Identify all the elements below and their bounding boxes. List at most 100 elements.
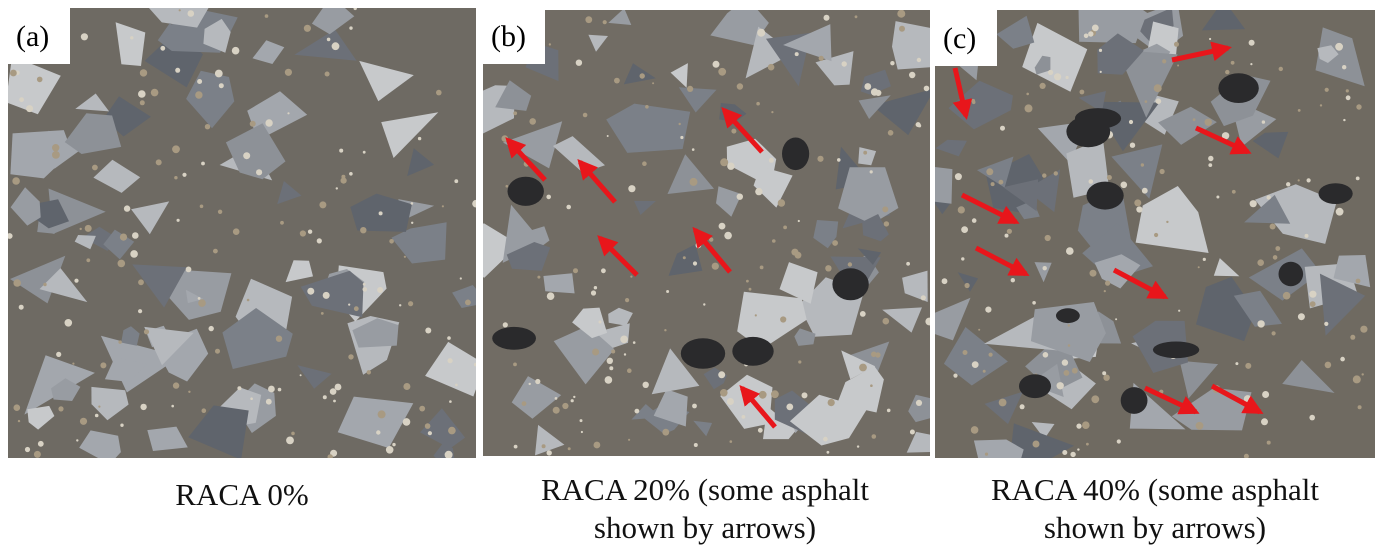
fine-aggregate: [1174, 42, 1179, 47]
fine-aggregate: [694, 443, 698, 447]
fine-aggregate: [1208, 163, 1212, 167]
fine-aggregate: [1325, 362, 1332, 369]
fine-aggregate: [1356, 177, 1360, 181]
fine-aggregate: [160, 46, 165, 51]
fine-aggregate: [1070, 452, 1075, 457]
fine-aggregate: [265, 14, 269, 18]
fine-aggregate: [1141, 163, 1144, 166]
fine-aggregate: [1007, 229, 1012, 234]
fine-aggregate: [124, 205, 130, 211]
fine-aggregate: [625, 298, 629, 302]
asphalt-particle: [1218, 73, 1258, 103]
fine-aggregate: [179, 9, 181, 11]
fine-aggregate: [425, 328, 431, 334]
fine-aggregate: [583, 113, 588, 118]
fine-aggregate: [86, 258, 90, 262]
fine-aggregate: [144, 329, 149, 334]
fine-aggregate: [1178, 310, 1180, 312]
fine-aggregate: [713, 61, 720, 68]
fine-aggregate: [924, 86, 930, 92]
fine-aggregate: [872, 434, 877, 439]
fine-aggregate: [585, 16, 592, 23]
fine-aggregate: [628, 185, 635, 192]
fine-aggregate: [759, 391, 767, 399]
fine-aggregate: [871, 352, 877, 358]
fine-aggregate: [1273, 255, 1278, 260]
fine-aggregate: [265, 119, 272, 126]
fine-aggregate: [890, 61, 894, 65]
fine-aggregate: [1100, 71, 1102, 73]
fine-aggregate: [177, 219, 180, 222]
fine-aggregate: [549, 43, 551, 45]
fine-aggregate: [568, 447, 571, 450]
fine-aggregate: [1020, 404, 1025, 409]
fine-aggregate: [213, 249, 218, 254]
fine-aggregate: [58, 406, 63, 411]
fine-aggregate: [679, 123, 681, 125]
fine-aggregate: [266, 399, 272, 405]
fine-aggregate: [1072, 368, 1078, 374]
fine-aggregate: [737, 194, 743, 200]
caption: RACA 40% (some asphalt: [991, 472, 1319, 507]
fine-aggregate: [553, 407, 560, 414]
fine-aggregate: [837, 158, 841, 162]
fine-aggregate: [633, 341, 636, 344]
asphalt-particle: [1319, 183, 1353, 204]
fine-aggregate: [842, 61, 847, 66]
fine-aggregate: [367, 370, 371, 374]
fine-aggregate: [942, 278, 948, 284]
fine-aggregate: [771, 111, 773, 113]
fine-aggregate: [643, 382, 649, 388]
fine-aggregate: [802, 392, 808, 398]
fine-aggregate: [758, 428, 763, 433]
fine-aggregate: [280, 221, 284, 225]
fine-aggregate: [958, 206, 965, 213]
fine-aggregate: [202, 408, 207, 413]
fine-aggregate: [825, 265, 831, 271]
fine-aggregate: [1040, 83, 1046, 89]
fine-aggregate: [906, 262, 910, 266]
fine-aggregate: [1298, 179, 1300, 181]
asphalt-particle: [1087, 182, 1124, 210]
fine-aggregate: [620, 336, 628, 344]
fine-aggregate: [1099, 49, 1102, 52]
fine-aggregate: [418, 137, 421, 140]
fine-aggregate: [132, 232, 139, 239]
fine-aggregate: [547, 292, 555, 300]
fine-aggregate: [460, 277, 462, 279]
fine-aggregate: [1091, 395, 1099, 403]
fine-aggregate: [474, 363, 478, 367]
fine-aggregate: [376, 430, 380, 434]
fine-aggregate: [635, 409, 640, 414]
fine-aggregate: [1134, 199, 1141, 206]
fine-aggregate: [37, 77, 43, 83]
fine-aggregate: [1177, 65, 1179, 67]
fine-aggregate: [1346, 95, 1351, 100]
fine-aggregate: [360, 227, 366, 233]
fine-aggregate: [562, 403, 568, 409]
fine-aggregate: [746, 280, 749, 283]
fine-aggregate: [140, 100, 145, 105]
fine-aggregate: [175, 68, 180, 73]
fine-aggregate: [921, 295, 926, 300]
fine-aggregate: [884, 221, 889, 226]
fine-aggregate: [855, 15, 858, 18]
fine-aggregate: [465, 300, 471, 306]
fine-aggregate: [81, 33, 88, 40]
fine-aggregate: [870, 384, 873, 387]
fine-aggregate: [172, 145, 180, 153]
fine-aggregate: [1054, 171, 1058, 175]
fine-aggregate: [712, 263, 719, 270]
fine-aggregate: [1057, 382, 1064, 389]
fine-aggregate: [348, 304, 350, 306]
fine-aggregate: [209, 326, 214, 331]
aggregate: [1078, 0, 1147, 43]
fine-aggregate: [1270, 224, 1276, 230]
fine-aggregate: [1342, 65, 1346, 69]
fine-aggregate: [581, 431, 583, 433]
fine-aggregate: [138, 309, 142, 313]
fine-aggregate: [917, 58, 921, 62]
fine-aggregate: [278, 388, 282, 392]
fine-aggregate: [535, 379, 540, 384]
fine-aggregate: [1064, 370, 1070, 376]
